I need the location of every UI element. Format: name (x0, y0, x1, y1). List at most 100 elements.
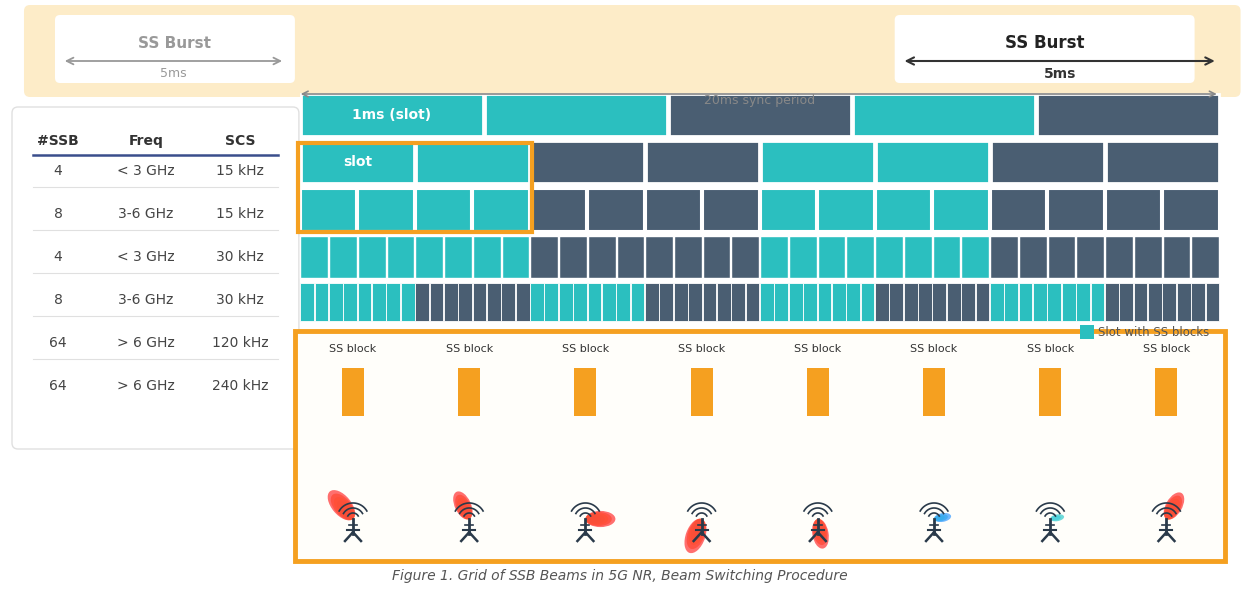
Text: 20ms sync period: 20ms sync period (704, 94, 815, 107)
Bar (387, 236, 414, 278)
Bar (416, 283, 429, 321)
Bar (1047, 236, 1076, 278)
Text: 4: 4 (53, 250, 62, 264)
Text: SS block: SS block (794, 344, 841, 354)
Ellipse shape (813, 519, 828, 545)
Bar (761, 189, 817, 231)
Bar (853, 94, 1035, 136)
Ellipse shape (1164, 499, 1180, 519)
Bar (1205, 283, 1219, 321)
Ellipse shape (343, 508, 354, 519)
Bar (386, 283, 400, 321)
Text: 5ms: 5ms (1044, 67, 1076, 81)
Text: 8: 8 (53, 293, 62, 307)
Bar (818, 283, 831, 321)
Bar (1163, 236, 1190, 278)
Bar (818, 236, 845, 278)
Ellipse shape (814, 519, 824, 538)
Bar (458, 283, 472, 321)
Text: 4: 4 (53, 164, 62, 178)
Bar (458, 368, 480, 416)
Bar (761, 141, 874, 183)
Ellipse shape (340, 504, 354, 519)
Ellipse shape (1165, 505, 1175, 519)
Bar (314, 283, 329, 321)
Bar (923, 368, 946, 416)
Bar (1076, 283, 1090, 321)
Text: 120 kHz: 120 kHz (212, 336, 268, 350)
Bar (300, 236, 328, 278)
Bar (645, 141, 758, 183)
Bar (990, 236, 1018, 278)
Bar (933, 189, 989, 231)
Bar (575, 368, 597, 416)
Bar (774, 283, 788, 321)
Ellipse shape (934, 513, 951, 522)
Ellipse shape (1050, 514, 1064, 521)
Text: 64: 64 (50, 379, 67, 393)
Bar (587, 283, 602, 321)
Bar (846, 236, 874, 278)
Ellipse shape (817, 519, 822, 531)
Bar (300, 189, 356, 231)
Bar (558, 236, 587, 278)
Bar (807, 368, 829, 416)
Text: SS block: SS block (911, 344, 958, 354)
Bar (359, 189, 413, 231)
Ellipse shape (686, 519, 706, 549)
Bar (704, 189, 758, 231)
Bar (372, 283, 386, 321)
Ellipse shape (1164, 492, 1184, 519)
Text: 15 kHz: 15 kHz (216, 207, 264, 221)
Text: SCS: SCS (225, 134, 256, 148)
Bar (1019, 236, 1046, 278)
Bar (731, 236, 759, 278)
Bar (1033, 283, 1047, 321)
Bar (1119, 283, 1133, 321)
Bar (1049, 189, 1103, 231)
Ellipse shape (689, 519, 705, 545)
Text: 30 kHz: 30 kHz (216, 250, 264, 264)
Bar (759, 283, 774, 321)
Bar (990, 141, 1103, 183)
Bar (1148, 283, 1162, 321)
Bar (903, 283, 917, 321)
Bar (890, 283, 903, 321)
Bar (1076, 236, 1104, 278)
Text: 1ms (slot): 1ms (slot) (352, 108, 432, 122)
Bar (1106, 189, 1162, 231)
Ellipse shape (934, 515, 944, 521)
Bar (401, 283, 414, 321)
Text: SS block: SS block (1143, 344, 1190, 354)
Bar (295, 331, 1225, 561)
Bar (645, 236, 673, 278)
Bar (1039, 368, 1061, 416)
Bar (645, 189, 701, 231)
Text: 64: 64 (50, 336, 67, 350)
Bar (1176, 283, 1190, 321)
Bar (588, 189, 644, 231)
Text: SS block: SS block (1026, 344, 1073, 354)
Text: 240 kHz: 240 kHz (212, 379, 268, 393)
Bar (975, 283, 989, 321)
Text: 3-6 GHz: 3-6 GHz (118, 207, 174, 221)
Bar (1004, 283, 1018, 321)
Bar (1080, 325, 1093, 339)
Bar (473, 283, 486, 321)
Bar (876, 189, 931, 231)
Text: > 6 GHz: > 6 GHz (117, 379, 175, 393)
Ellipse shape (331, 493, 355, 520)
Text: 30 kHz: 30 kHz (216, 293, 264, 307)
Bar (947, 283, 961, 321)
Ellipse shape (1164, 496, 1181, 519)
Ellipse shape (586, 512, 612, 526)
Bar (1163, 189, 1219, 231)
Ellipse shape (1165, 502, 1178, 519)
Text: SS block: SS block (446, 344, 493, 354)
Ellipse shape (586, 511, 616, 527)
Bar (860, 283, 875, 321)
Bar (1036, 94, 1219, 136)
Ellipse shape (328, 490, 355, 520)
Bar (1106, 141, 1219, 183)
Bar (300, 141, 413, 183)
